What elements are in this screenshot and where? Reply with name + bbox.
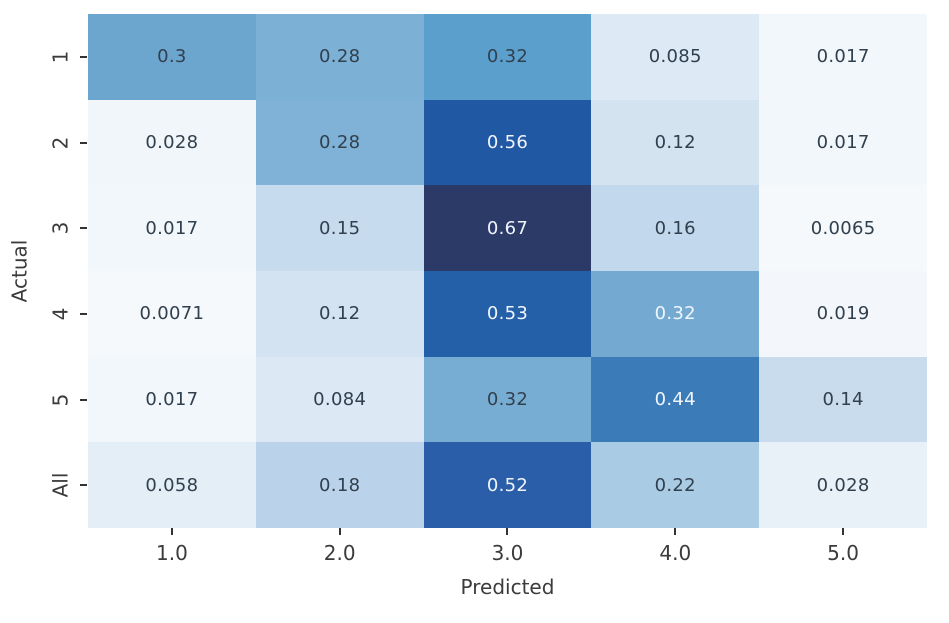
tick-line: [80, 484, 87, 487]
heatmap-cell-r3-c3: 0.67: [423, 185, 592, 271]
y-tick-label-4: 4: [42, 271, 78, 357]
tick-line: [80, 55, 87, 58]
heatmap-cell-r5-c1: 0.017: [88, 356, 256, 443]
heatmap-cell-r4-c5: 0.019: [759, 270, 927, 357]
y-tick-label-text: 2: [47, 136, 72, 149]
x-tick-mark: [88, 528, 256, 537]
y-tick-label-2: 2: [42, 100, 78, 186]
heatmap-cell-r5-c5: 0.14: [759, 356, 927, 443]
heatmap-cell-r4-c1: 0.0071: [88, 270, 256, 357]
heatmap-cell-r4-c3: 0.53: [423, 270, 592, 357]
heatmap-cell-r1-c3: 0.32: [423, 14, 592, 100]
heatmap-cell-r1-c2: 0.28: [255, 14, 424, 100]
y-tick-mark: [80, 271, 88, 357]
heatmap-cell-r3-c4: 0.16: [591, 185, 760, 271]
x-tick-mark: [759, 528, 927, 537]
heatmap-cell-r2-c1: 0.028: [88, 99, 256, 186]
heatmap-cell-r5-c3: 0.32: [423, 356, 592, 443]
heatmap-cell-r5-c4: 0.44: [591, 356, 760, 443]
x-tick-marks: [88, 528, 927, 537]
y-tick-marks: [80, 14, 88, 528]
tick-line: [506, 528, 509, 535]
heatmap-cell-r6-c4: 0.22: [591, 442, 760, 528]
y-tick-label-text: 4: [47, 307, 72, 321]
y-tick-label-text: All: [47, 472, 72, 498]
heatmap-cell-r2-c4: 0.12: [591, 99, 760, 186]
tick-line: [80, 312, 87, 315]
y-axis-title: Actual: [7, 239, 31, 303]
heatmap-grid: 0.3 0.28 0.32 0.085 0.017 0.028 0.28 0.56 0.12 0.…: [88, 14, 927, 528]
x-tick-label-5.0: 5.0: [827, 541, 859, 565]
y-tick-label-3: 3: [42, 185, 78, 271]
heatmap-cell-r3-c2: 0.15: [255, 185, 424, 271]
heatmap-cell-r6-c2: 0.18: [255, 442, 424, 528]
tick-line: [80, 227, 87, 230]
x-tick-mark: [424, 528, 592, 537]
heatmap-cell-r6-c5: 0.028: [759, 442, 927, 528]
tick-line: [80, 141, 87, 144]
y-tick-label-5: 5: [42, 357, 78, 443]
y-tick-mark: [80, 185, 88, 271]
tick-line: [842, 528, 845, 535]
y-tick-label-text: 5: [47, 393, 72, 406]
y-tick-mark: [80, 100, 88, 186]
y-tick-label-1: 1: [42, 14, 78, 100]
y-tick-labels: 1 2 3 4 5 All: [42, 14, 78, 528]
x-tick-mark: [591, 528, 759, 537]
tick-line: [338, 528, 341, 535]
heatmap-cell-r1-c5: 0.017: [759, 14, 927, 100]
heatmap-cell-r1-c4: 0.085: [591, 14, 760, 100]
y-tick-mark: [80, 14, 88, 100]
heatmap-cell-r4-c4: 0.32: [591, 270, 760, 357]
x-tick-mark: [256, 528, 424, 537]
heatmap-cell-r1-c1: 0.3: [88, 14, 256, 100]
y-tick-label-all: All: [42, 442, 78, 528]
heatmap-cell-r5-c2: 0.084: [255, 356, 424, 443]
y-tick-label-text: 3: [47, 221, 72, 235]
x-tick-label-2.0: 2.0: [323, 541, 356, 565]
y-axis-title-wrap: Actual: [2, 14, 36, 528]
heatmap-cell-r6-c1: 0.058: [88, 442, 256, 528]
x-tick-label-3.0: 3.0: [491, 541, 524, 565]
y-tick-mark: [80, 442, 88, 528]
x-tick-label-4.0: 4.0: [659, 541, 692, 565]
x-tick-labels: 1.0 2.0 3.0 4.0 5.0: [88, 541, 927, 565]
heatmap-cell-r6-c3: 0.52: [423, 442, 592, 528]
tick-line: [80, 398, 87, 401]
x-axis-title: Predicted: [460, 575, 555, 599]
tick-line: [674, 528, 677, 535]
heatmap-cell-r3-c1: 0.017: [88, 185, 256, 271]
heatmap-cell-r3-c5: 0.0065: [759, 185, 927, 271]
heatmap-cell-r2-c5: 0.017: [759, 99, 927, 186]
heatmap-cell-r4-c2: 0.12: [255, 270, 424, 357]
x-tick-label-1.0: 1.0: [155, 541, 188, 565]
tick-line: [170, 528, 173, 535]
heatmap-cell-r2-c3: 0.56: [423, 99, 592, 186]
heatmap-cell-r2-c2: 0.28: [255, 99, 424, 186]
y-tick-mark: [80, 357, 88, 443]
y-tick-label-text: 1: [47, 50, 72, 64]
